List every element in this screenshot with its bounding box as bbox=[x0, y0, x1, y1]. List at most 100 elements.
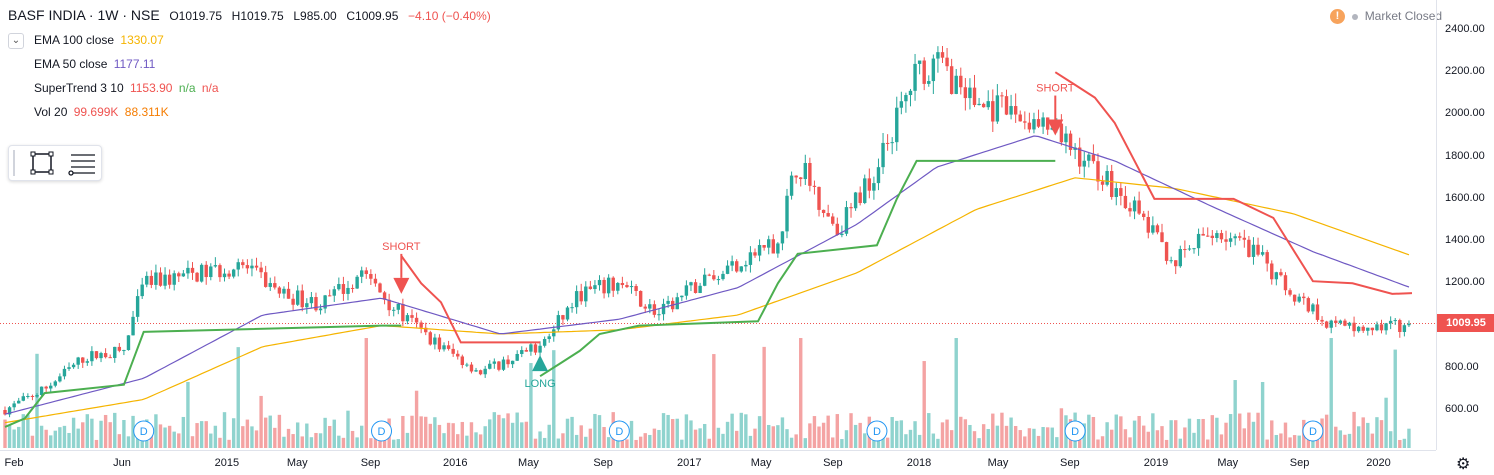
chevron-down-icon[interactable]: ⌄ bbox=[8, 33, 24, 49]
candle-body bbox=[382, 292, 387, 300]
volume-bar bbox=[460, 421, 465, 448]
volume-bar bbox=[597, 415, 602, 448]
volume-bar bbox=[273, 427, 277, 448]
candle-body bbox=[154, 272, 158, 285]
volume-bar bbox=[1292, 435, 1297, 448]
legend-volume-label: Vol 20 bbox=[34, 105, 68, 119]
candle-body bbox=[501, 359, 506, 370]
legend-supertrend-value: 1153.90 bbox=[129, 81, 173, 95]
candle-body bbox=[355, 276, 359, 289]
volume-bar bbox=[625, 439, 629, 448]
time-tick-label: 2020 bbox=[1366, 457, 1391, 469]
candle-body bbox=[401, 303, 405, 322]
candle-body bbox=[1013, 106, 1018, 115]
volume-bar bbox=[245, 419, 250, 448]
candle-body bbox=[1315, 304, 1320, 320]
rectangle-tool-icon[interactable] bbox=[30, 151, 54, 175]
candle-body bbox=[1027, 122, 1032, 130]
candle-body bbox=[803, 162, 807, 180]
time-tick-label: May bbox=[987, 457, 1009, 469]
volume-bar bbox=[1018, 430, 1022, 448]
volume-bar bbox=[67, 432, 71, 448]
candle-body bbox=[817, 186, 821, 210]
candle-body bbox=[332, 289, 336, 296]
volume-bar bbox=[776, 425, 780, 448]
ohlc-high: H1019.75 bbox=[231, 9, 284, 23]
menu-lines-icon[interactable] bbox=[68, 154, 95, 176]
candle-body bbox=[1247, 239, 1251, 257]
volume-bar bbox=[1196, 419, 1201, 448]
volume-bar bbox=[547, 424, 551, 448]
candle-body bbox=[657, 314, 661, 316]
volume-bar bbox=[1283, 422, 1288, 448]
volume-bar bbox=[634, 439, 638, 448]
dividend-icon bbox=[866, 420, 888, 442]
volume-bar bbox=[117, 434, 122, 448]
volume-bar bbox=[1324, 414, 1329, 448]
candle-body bbox=[1356, 326, 1361, 332]
candle-body bbox=[1238, 236, 1242, 238]
volume-bar bbox=[81, 422, 85, 448]
volume-bar bbox=[1155, 430, 1160, 448]
volume-bar bbox=[542, 437, 547, 448]
candle-body bbox=[552, 329, 556, 337]
volume-bar bbox=[474, 432, 478, 448]
price-chart[interactable]: SHORT LONG SHORT D D D D D D bbox=[0, 0, 1436, 450]
candle-body bbox=[163, 274, 167, 286]
volume-bar bbox=[1398, 439, 1402, 448]
volume-bar bbox=[680, 439, 684, 448]
volume-bar bbox=[616, 439, 620, 448]
price-axis[interactable]: 2400.00 2200.00 2000.00 1800.00 1600.00 1400.… bbox=[1436, 0, 1494, 450]
volume-bar bbox=[337, 435, 341, 448]
short-arrow-icon bbox=[1047, 119, 1064, 136]
candle-body bbox=[12, 403, 16, 408]
legend-volume[interactable]: Vol 20 99.699K 88.311K bbox=[34, 105, 169, 119]
legend-supertrend[interactable]: SuperTrend 3 10 1153.90 n/a n/a bbox=[34, 81, 219, 95]
volume-bar bbox=[346, 410, 350, 448]
candle-body bbox=[446, 345, 451, 349]
candle-body bbox=[1146, 216, 1150, 233]
legend-ema100[interactable]: EMA 100 close 1330.07 bbox=[34, 33, 164, 47]
volume-bar bbox=[259, 395, 263, 448]
chart-pane[interactable]: SHORT LONG SHORT D D D D D D bbox=[0, 0, 1436, 450]
volume-bar bbox=[263, 417, 268, 448]
candle-body bbox=[538, 345, 542, 353]
candle-body bbox=[291, 298, 295, 305]
volume-bar bbox=[1361, 417, 1365, 448]
legend-ema50[interactable]: EMA 50 close 1177.11 bbox=[34, 57, 155, 71]
volume-bar bbox=[1393, 349, 1397, 448]
volume-bar bbox=[135, 433, 140, 448]
candle-body bbox=[620, 283, 625, 286]
candle-body bbox=[1178, 249, 1182, 267]
volume-bar bbox=[469, 422, 474, 448]
warning-icon[interactable]: ! bbox=[1330, 9, 1345, 25]
candle-body bbox=[99, 353, 103, 359]
volume-bar bbox=[62, 425, 67, 448]
candle-body bbox=[1192, 248, 1196, 250]
candle-body bbox=[991, 101, 995, 122]
candle-body bbox=[959, 75, 963, 88]
candle-body bbox=[579, 291, 583, 302]
volume-bar bbox=[520, 422, 524, 448]
volume-bar bbox=[949, 430, 954, 448]
symbol-title[interactable]: BASF INDIA · 1W · NSE bbox=[8, 7, 160, 23]
candle-body bbox=[885, 142, 890, 144]
volume-bar bbox=[1109, 429, 1114, 448]
candle-body bbox=[341, 284, 346, 294]
candle-body bbox=[241, 262, 245, 266]
candle-body bbox=[593, 285, 597, 290]
market-status[interactable]: ! Market Closed bbox=[1330, 9, 1442, 25]
candle-body bbox=[739, 266, 743, 272]
volume-bar bbox=[1224, 422, 1228, 448]
candle-body bbox=[1196, 233, 1201, 249]
price-tick-label: 2400.00 bbox=[1445, 23, 1485, 35]
volume-bar bbox=[986, 428, 990, 448]
candle-body bbox=[913, 63, 917, 91]
gear-icon[interactable]: ⚙ bbox=[1456, 456, 1471, 473]
candle-body bbox=[456, 353, 460, 357]
volume-bar bbox=[218, 437, 222, 448]
short-signal-label: SHORT bbox=[382, 241, 421, 253]
time-axis[interactable]: Feb Jun 2015 May Sep 2016 May Sep 2017 May Sep 2018… bbox=[0, 450, 1436, 475]
candle-body bbox=[648, 304, 652, 309]
candle-body bbox=[735, 261, 739, 272]
